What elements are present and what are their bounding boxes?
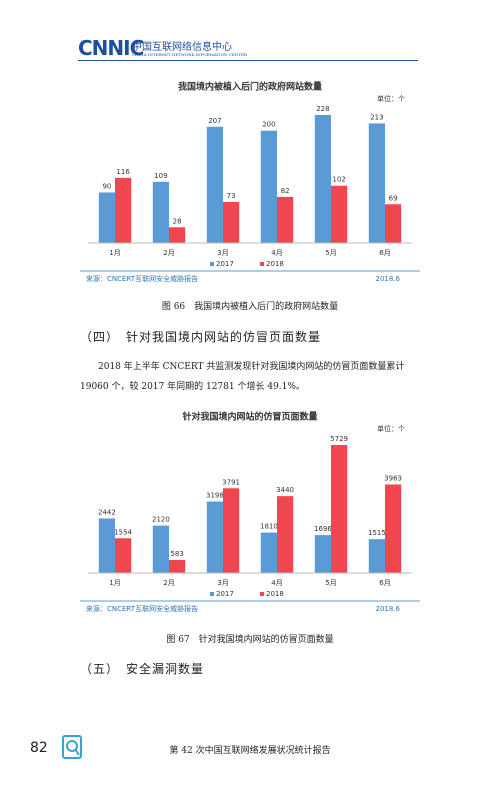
page-number: 82 xyxy=(30,740,48,756)
bar xyxy=(98,518,115,573)
caption: 图 67 针对我国境内网站的仿冒页面数量 xyxy=(166,635,334,645)
value-label: 102 xyxy=(332,176,345,184)
bar xyxy=(223,202,240,243)
value-label: 82 xyxy=(281,187,290,195)
x-tick-label: 2月 xyxy=(163,579,174,587)
paragraph: 2018 年上半年 CNCERT 共监测发现针对我国境内网站的仿冒页面数量累计 … xyxy=(80,362,405,392)
bar xyxy=(206,501,223,573)
logo: CNNIC xyxy=(78,36,144,60)
legend-swatch xyxy=(210,262,214,266)
bar xyxy=(152,181,169,243)
org-name: 中国互联网络信息中心 xyxy=(132,42,232,53)
legend-swatch xyxy=(210,592,214,596)
bar xyxy=(368,539,385,573)
bar xyxy=(385,204,402,243)
legend-label: 2018 xyxy=(266,590,284,598)
source: 来源：CNCERT互联网安全威胁报告 xyxy=(86,274,198,283)
value-label: 90 xyxy=(102,182,111,190)
unit-label: 单位：个 xyxy=(377,424,405,433)
value-label: 2120 xyxy=(152,516,170,524)
bar xyxy=(331,445,348,573)
value-label: 583 xyxy=(170,550,183,558)
value-label: 2442 xyxy=(98,508,116,516)
bar xyxy=(314,115,331,243)
section-heading: （四） 针对我国境内网站的仿冒页面数量 xyxy=(80,330,322,344)
bar xyxy=(314,535,331,573)
bar xyxy=(152,525,169,573)
value-label: 1810 xyxy=(260,523,278,531)
x-tick-label: 4月 xyxy=(271,579,282,587)
x-tick-label: 6月 xyxy=(379,249,390,257)
source-date: 2018.6 xyxy=(376,275,401,283)
legend-swatch xyxy=(260,262,264,266)
source: 来源：CNCERT互联网安全威胁报告 xyxy=(86,604,198,613)
value-label: 207 xyxy=(208,117,221,125)
header-rule xyxy=(78,60,418,61)
caption: 图 66 我国境内被植入后门的政府网站数量 xyxy=(161,302,339,312)
legend-swatch xyxy=(260,592,264,596)
value-label: 69 xyxy=(389,194,398,202)
value-label: 3440 xyxy=(276,486,294,494)
value-label: 3198 xyxy=(206,492,224,500)
value-label: 5729 xyxy=(330,435,348,443)
bar xyxy=(223,488,240,573)
value-label: 1696 xyxy=(314,525,332,533)
chart-title: 我国境内被植入后门的政府网站数量 xyxy=(178,81,322,93)
bar xyxy=(169,559,186,573)
bar xyxy=(260,532,277,573)
source-date: 2018.6 xyxy=(376,605,401,613)
footer-title: 第 42 次中国互联网络发展状况统计报告 xyxy=(169,746,331,756)
bar xyxy=(277,196,294,243)
x-tick-label: 6月 xyxy=(379,579,390,587)
value-label: 3963 xyxy=(384,474,402,482)
bar xyxy=(206,126,223,243)
legend-label: 2017 xyxy=(216,590,234,598)
value-label: 73 xyxy=(227,192,236,200)
bar xyxy=(368,123,385,243)
value-label: 28 xyxy=(173,217,182,225)
value-label: 228 xyxy=(316,105,329,113)
x-tick-label: 2月 xyxy=(163,249,174,257)
bar xyxy=(115,177,132,243)
bar xyxy=(385,484,402,573)
value-label: 213 xyxy=(370,113,383,121)
value-label: 3791 xyxy=(222,478,240,486)
legend-label: 2018 xyxy=(266,260,284,268)
value-label: 1554 xyxy=(114,528,132,536)
bar xyxy=(260,130,277,243)
bar xyxy=(331,185,348,243)
unit-label: 单位：个 xyxy=(377,94,405,103)
bar xyxy=(277,496,294,573)
value-label: 200 xyxy=(262,121,275,129)
section-heading: （五） 安全漏洞数量 xyxy=(80,662,205,676)
x-tick-label: 3月 xyxy=(217,249,228,257)
footer-icon xyxy=(62,735,82,759)
org-name-en: CHINA INTERNET NETWORK INFORMATION CENTE… xyxy=(132,52,247,57)
x-tick-label: 1月 xyxy=(109,249,120,257)
value-label: 1515 xyxy=(368,529,386,537)
x-tick-label: 4月 xyxy=(271,249,282,257)
legend-label: 2017 xyxy=(216,260,234,268)
value-label: 116 xyxy=(116,168,130,176)
bar xyxy=(115,538,132,573)
x-tick-label: 5月 xyxy=(325,579,336,587)
x-tick-label: 3月 xyxy=(217,579,228,587)
x-tick-label: 5月 xyxy=(325,249,336,257)
chart-title: 针对我国境内网站的仿冒页面数量 xyxy=(182,411,317,423)
value-label: 109 xyxy=(154,172,167,180)
x-tick-label: 1月 xyxy=(109,579,120,587)
bar xyxy=(98,192,115,243)
bar xyxy=(169,227,186,243)
